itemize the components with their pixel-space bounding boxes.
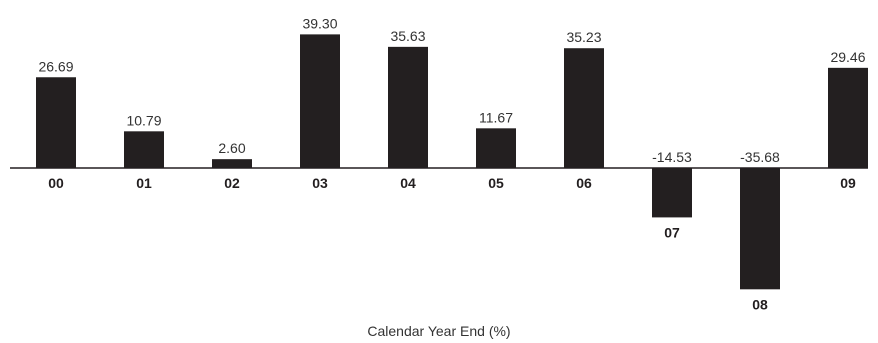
- category-label-06: 06: [576, 175, 592, 191]
- value-label-02: 2.60: [218, 140, 245, 156]
- bar-05: [476, 128, 516, 168]
- category-label-02: 02: [224, 175, 240, 191]
- bar-01: [124, 131, 164, 168]
- bars-group: [36, 34, 868, 290]
- category-label-07: 07: [664, 224, 680, 240]
- bar-08: [740, 168, 780, 290]
- bar-03: [300, 34, 340, 168]
- value-label-08: -35.68: [740, 149, 780, 165]
- bar-07: [652, 168, 692, 218]
- category-labels-group: 00 01 02 03 04 05 06 07 08 09: [48, 175, 856, 312]
- value-label-05: 11.67: [479, 109, 513, 125]
- value-label-00: 26.69: [38, 58, 73, 74]
- value-label-04: 35.63: [390, 28, 425, 44]
- value-labels-group: 26.69 10.79 2.60 39.30 35.63 11.67 35.23 -14.53…: [38, 15, 865, 165]
- x-axis-title: Calendar Year End (%): [367, 323, 510, 339]
- value-label-07: -14.53: [652, 149, 692, 165]
- bar-09: [828, 67, 868, 168]
- category-label-08: 08: [752, 296, 768, 312]
- value-label-03: 39.30: [302, 15, 337, 31]
- value-label-09: 29.46: [830, 49, 865, 65]
- bar-00: [36, 77, 76, 168]
- category-label-04: 04: [400, 175, 416, 191]
- value-label-01: 10.79: [126, 112, 161, 128]
- category-label-09: 09: [840, 175, 856, 191]
- bar-02: [212, 159, 252, 168]
- value-label-06: 35.23: [566, 29, 601, 45]
- category-label-00: 00: [48, 175, 64, 191]
- bar-06: [564, 48, 604, 168]
- bar-04: [388, 46, 428, 168]
- category-label-01: 01: [136, 175, 152, 191]
- category-label-03: 03: [312, 175, 328, 191]
- category-label-05: 05: [488, 175, 504, 191]
